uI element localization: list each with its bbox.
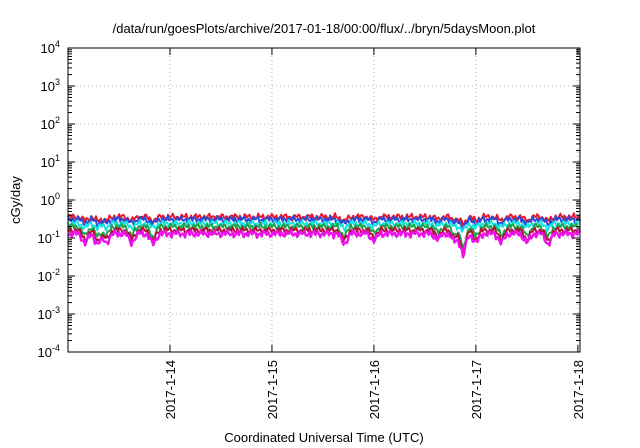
x-tick-label: 2017-1-17 — [469, 360, 484, 419]
x-tick-label: 2017-1-18 — [571, 360, 586, 419]
series-line-6 — [67, 228, 582, 259]
y-tick-labels: 10-4 10-3 10-2 10-1 100 101 102 103 104 — [38, 39, 60, 360]
series-line-4 — [67, 221, 581, 250]
y-tick-label: 10-1 — [38, 229, 60, 246]
y-tick-label: 103 — [41, 77, 60, 94]
y-axis-label: cGy/day — [8, 176, 23, 224]
grid — [68, 48, 580, 352]
series-line-3 — [67, 219, 581, 233]
x-tick-label: 2017-1-15 — [265, 360, 280, 419]
x-tick-label: 2017-1-16 — [367, 360, 382, 419]
x-axis-label: Coordinated Universal Time (UTC) — [224, 430, 423, 445]
y-tick-label: 10-4 — [38, 343, 60, 360]
plot-frame — [67, 47, 581, 353]
x-tick-labels: 2017-1-14 2017-1-15 2017-1-16 2017-1-17 2017… — [163, 360, 586, 419]
y-tick-label: 104 — [41, 39, 60, 56]
y-tick-label: 101 — [41, 153, 60, 170]
series-line-5 — [67, 225, 581, 256]
y-tick-label: 10-2 — [38, 267, 60, 284]
axis-ticks — [68, 47, 580, 353]
y-tick-label: 102 — [41, 115, 60, 132]
y-tick-label: 100 — [41, 191, 60, 208]
x-tick-label: 2017-1-14 — [163, 360, 178, 419]
chart-title: /data/run/goesPlots/archive/2017-01-18/0… — [113, 21, 536, 36]
plot-series — [67, 212, 582, 259]
y-tick-label: 10-3 — [38, 305, 60, 322]
